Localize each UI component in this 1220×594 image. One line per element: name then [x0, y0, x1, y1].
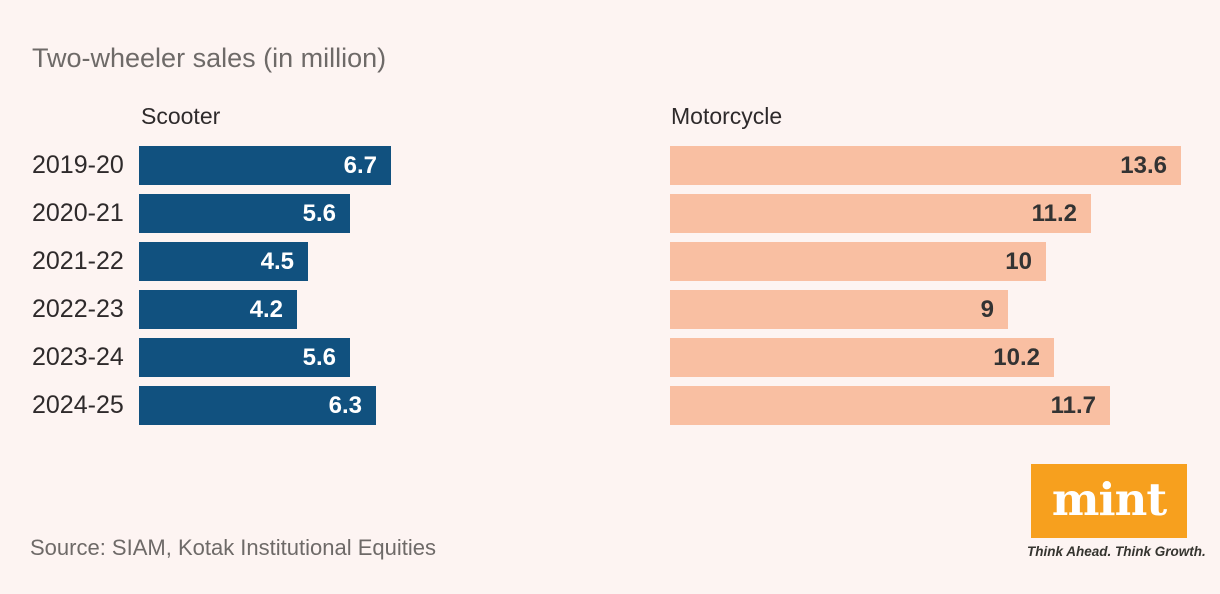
mint-tagline: Think Ahead. Think Growth. — [1027, 544, 1206, 559]
motorcycle-value-label: 13.6 — [1120, 152, 1167, 179]
mint-logo-wordmark: mint — [1051, 472, 1167, 526]
bar-rows: 2019-20 6.7 13.6 2020-21 5.6 11.2 2021-22 4.5 10… — [0, 146, 1220, 434]
chart-row: 2023-24 5.6 10.2 — [0, 338, 1220, 377]
scooter-value-label: 4.5 — [260, 248, 294, 275]
chart-row: 2024-25 6.3 11.7 — [0, 386, 1220, 425]
category-label: 2021-22 — [32, 247, 124, 275]
chart-title: Two-wheeler sales (in million) — [32, 43, 387, 73]
scooter-column-header: Scooter — [141, 103, 221, 129]
chart-row: 2022-23 4.2 9 — [0, 290, 1220, 329]
source-note: Source: SIAM, Kotak Institutional Equiti… — [30, 535, 436, 560]
scooter-bar: 4.2 — [139, 290, 297, 329]
scooter-bar: 6.3 — [139, 386, 376, 425]
scooter-bar: 6.7 — [139, 146, 391, 185]
motorcycle-value-label: 11.2 — [1031, 200, 1077, 227]
mint-logo: mint — [1031, 464, 1187, 538]
motorcycle-value-label: 10.2 — [993, 344, 1040, 371]
scooter-bar: 5.6 — [139, 338, 350, 377]
motorcycle-bar: 11.2 — [670, 194, 1091, 233]
chart-row: 2019-20 6.7 13.6 — [0, 146, 1220, 185]
motorcycle-bar: 10 — [670, 242, 1046, 281]
scooter-bar: 4.5 — [139, 242, 308, 281]
motorcycle-bar: 9 — [670, 290, 1008, 329]
scooter-value-label: 4.2 — [249, 296, 283, 323]
scooter-value-label: 5.6 — [302, 200, 336, 227]
scooter-value-label: 5.6 — [302, 344, 336, 371]
motorcycle-bar: 11.7 — [670, 386, 1110, 425]
chart-row: 2021-22 4.5 10 — [0, 242, 1220, 281]
scooter-value-label: 6.7 — [343, 152, 377, 179]
category-label: 2019-20 — [32, 151, 124, 179]
category-label: 2022-23 — [32, 295, 124, 323]
scooter-value-label: 6.3 — [328, 392, 362, 419]
category-label: 2024-25 — [32, 391, 124, 419]
scooter-bar: 5.6 — [139, 194, 350, 233]
motorcycle-value-label: 11.7 — [1050, 392, 1096, 419]
motorcycle-value-label: 9 — [980, 296, 994, 323]
motorcycle-value-label: 10 — [1005, 248, 1032, 275]
motorcycle-column-header: Motorcycle — [671, 103, 783, 129]
chart-row: 2020-21 5.6 11.2 — [0, 194, 1220, 233]
motorcycle-bar: 10.2 — [670, 338, 1054, 377]
category-label: 2023-24 — [32, 343, 124, 371]
category-label: 2020-21 — [32, 199, 124, 227]
motorcycle-bar: 13.6 — [670, 146, 1181, 185]
